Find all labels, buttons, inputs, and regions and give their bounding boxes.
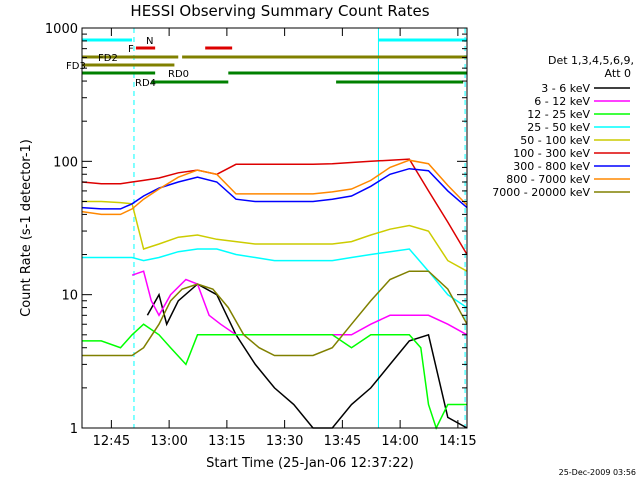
legend-label-7: 800 - 7000 keV: [506, 173, 590, 186]
legend-label-2: 12 - 25 keV: [527, 108, 590, 121]
series-line-0: [146, 283, 468, 429]
series-line-8: [82, 270, 468, 357]
legend-label-5: 100 - 300 keV: [513, 147, 590, 160]
series-line-7: [81, 159, 468, 216]
series-line-2: [82, 323, 467, 430]
plot-frame: [81, 27, 468, 429]
y-axis-label: Count Rate (s-1 detector-1): [19, 139, 34, 317]
y-tick-label-3: 1000: [45, 22, 78, 37]
legend-label-6: 300 - 800 keV: [513, 160, 590, 173]
y-axis: 1 10 100 1000: [45, 22, 467, 437]
chart-title: HESSI Observing Summary Count Rates: [130, 2, 429, 20]
legend-label-3: 25 - 50 keV: [527, 121, 590, 134]
x-tick-label-6: 14:15: [439, 434, 476, 449]
legend-header-detectors: Det 1,3,4,5,6,9,: [548, 54, 634, 67]
y-tick-label-2: 100: [53, 155, 78, 170]
series-line-3: [82, 248, 468, 309]
legend-label-1: 6 - 12 keV: [534, 95, 590, 108]
flag-label-f: F: [128, 44, 134, 55]
series-line-6: [81, 167, 468, 210]
x-tick-label-0: 12:45: [93, 434, 130, 449]
flag-label-fd2: FD2: [98, 53, 118, 64]
series-line-5: [81, 158, 468, 255]
footer-timestamp: 25-Dec-2009 03:56: [559, 468, 636, 477]
legend-label-4: 50 - 100 keV: [520, 134, 590, 147]
y-tick-label-1: 10: [61, 289, 78, 304]
legend-header-attenuator: Att 0: [605, 67, 631, 80]
series-line-4: [82, 200, 468, 272]
x-axis: 12:45 13:00 13:15 13:30 13:45 14:00 14:15: [93, 28, 477, 449]
series-line-1: [131, 270, 468, 336]
x-tick-label-2: 13:15: [208, 434, 245, 449]
flag-label-n: N: [146, 36, 153, 47]
plot-area: N F FD2 FD3 RD0 RD4: [66, 28, 468, 430]
x-tick-label-1: 13:00: [150, 434, 187, 449]
x-tick-label-4: 13:45: [324, 434, 361, 449]
legend-label-0: 3 - 6 keV: [541, 82, 590, 95]
x-tick-label-5: 14:00: [381, 434, 418, 449]
legend-label-8: 7000 - 20000 keV: [492, 186, 590, 199]
flag-label-rd0: RD0: [168, 69, 189, 80]
flag-label-rd4: RD4: [135, 78, 156, 89]
flag-label-fd3: FD3: [66, 61, 86, 72]
y-tick-label-0: 1: [70, 422, 78, 437]
x-tick-label-3: 13:30: [266, 434, 303, 449]
x-axis-label: Start Time (25-Jan-06 12:37:22): [206, 456, 414, 471]
